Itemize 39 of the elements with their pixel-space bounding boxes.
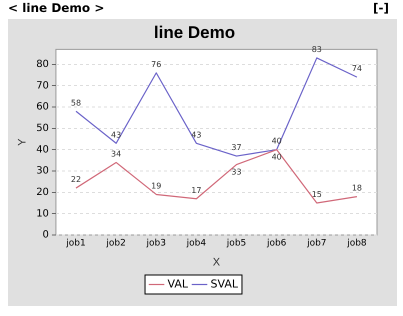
data-label: 43 [191,130,202,140]
data-label: 74 [352,64,362,74]
legend-label: VAL [168,277,189,290]
legend-label: SVAL [210,277,239,290]
data-label: 76 [151,60,162,69]
y-tick-label: 20 [36,186,49,198]
y-tick-label: 80 [36,58,49,70]
data-label: 40 [272,152,282,162]
text: < line Demo > [8,1,104,15]
data-label: 37 [231,143,242,152]
y-tick-label: 70 [36,80,49,92]
x-axis-title: X [212,256,221,268]
data-label: 34 [111,150,122,159]
y-tick-label: 10 [36,208,49,220]
chart-title: line Demo [154,22,236,42]
x-tick-label: job7 [306,238,327,249]
data-label: 15 [312,190,322,200]
y-tick-label: 0 [42,230,49,241]
x-tick-label: job6 [266,238,287,249]
data-label: 43 [111,130,122,140]
y-tick-label: 40 [36,144,49,156]
data-label: 18 [352,184,362,193]
y-tick-label: 60 [36,102,49,113]
y-axis-title: Y [16,138,29,146]
x-tick-label: job5 [226,238,246,249]
data-label: 33 [231,168,242,177]
text: [-] [373,1,389,15]
data-label: 19 [151,182,162,191]
data-label: 17 [191,186,202,195]
data-label: 22 [70,175,82,184]
y-tick-label: 30 [36,166,49,177]
data-label: 83 [312,45,322,54]
x-tick-label: job2 [105,238,126,249]
data-label: 58 [70,98,82,108]
x-tick-label: job8 [346,238,367,249]
x-tick-label: job4 [186,238,206,249]
y-tick-label: 50 [36,122,49,134]
x-tick-label: job3 [146,238,166,249]
x-tick-label: job1 [65,238,86,249]
